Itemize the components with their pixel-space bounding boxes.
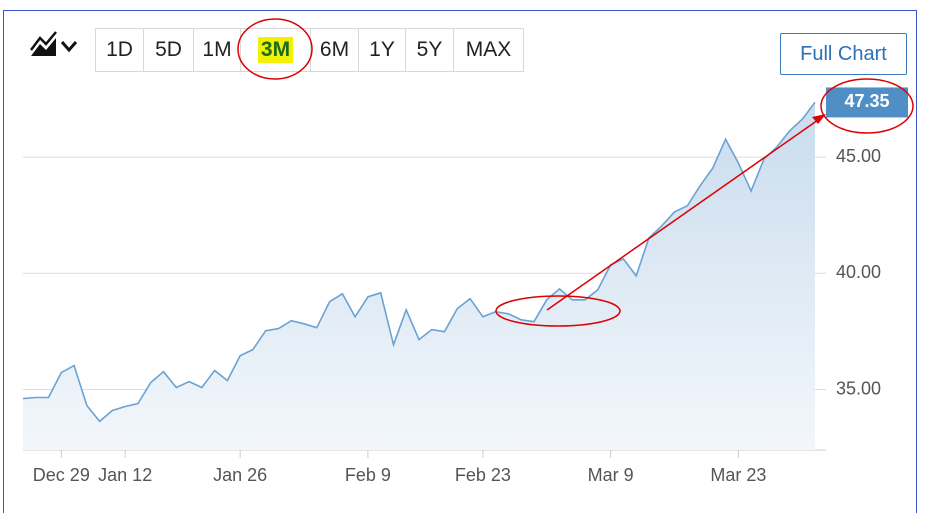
full-chart-button[interactable]: Full Chart — [780, 33, 907, 75]
y-tick-label: 35.00 — [836, 378, 881, 398]
range-button[interactable]: MAX — [453, 28, 524, 72]
range-label: 1M — [202, 38, 232, 61]
range-button[interactable]: 1D — [95, 28, 144, 72]
range-label: 1Y — [369, 38, 395, 61]
x-tick-label: Jan 12 — [98, 465, 152, 485]
last-value-label: 47.35 — [844, 91, 889, 111]
x-tick-label: Mar 23 — [710, 465, 766, 485]
x-tick-label: Dec 29 — [33, 465, 90, 485]
range-label: 6M — [319, 38, 350, 61]
y-tick-label: 45.00 — [836, 146, 881, 166]
range-button[interactable]: 1Y — [358, 28, 406, 72]
area — [23, 102, 815, 451]
range-label: 5Y — [416, 38, 443, 61]
range-label: 3M — [257, 37, 294, 63]
x-tick-label: Mar 9 — [588, 465, 634, 485]
y-tick-label: 40.00 — [836, 262, 881, 282]
x-tick-label: Jan 26 — [213, 465, 267, 485]
range-button[interactable]: 3M — [240, 28, 311, 72]
range-label: 1D — [106, 38, 133, 61]
range-button[interactable]: 5D — [143, 28, 194, 72]
chart-type-icon[interactable] — [28, 30, 118, 70]
range-button[interactable]: 5Y — [405, 28, 454, 72]
range-label: MAX — [465, 38, 512, 61]
range-button[interactable]: 6M — [310, 28, 359, 72]
frame — [3, 10, 917, 513]
range-label: 5D — [155, 38, 182, 61]
range-button[interactable]: 1M — [193, 28, 241, 72]
x-tick-label: Feb 23 — [455, 465, 511, 485]
x-tick-label: Feb 9 — [345, 465, 391, 485]
